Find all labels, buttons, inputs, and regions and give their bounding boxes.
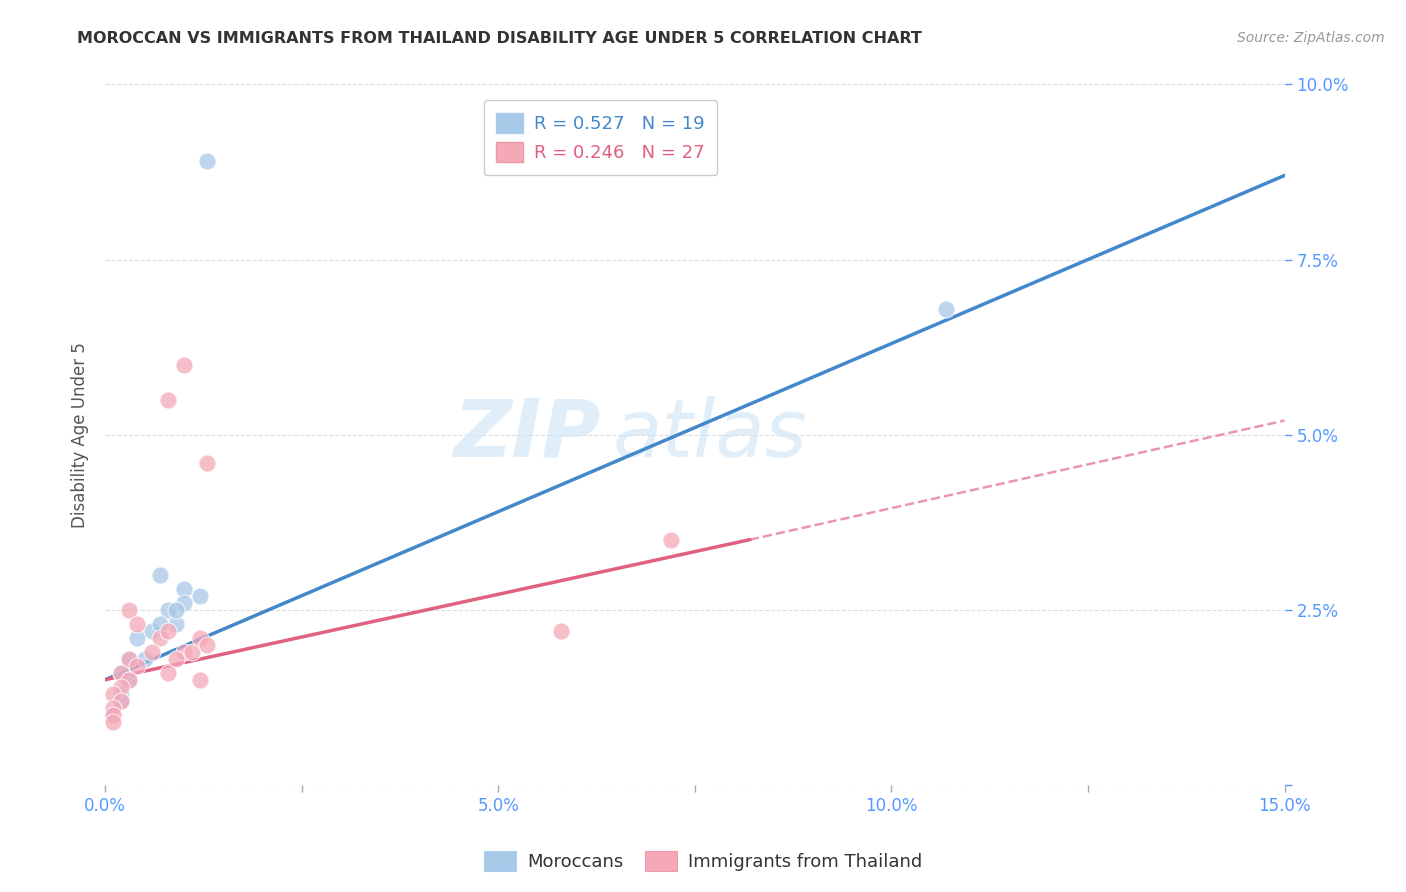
Point — [188, 673, 211, 687]
Text: Source: ZipAtlas.com: Source: ZipAtlas.com — [1237, 31, 1385, 45]
Point — [165, 651, 187, 665]
Point — [149, 631, 172, 645]
Point — [173, 645, 195, 659]
Text: MOROCCAN VS IMMIGRANTS FROM THAILAND DISABILITY AGE UNDER 5 CORRELATION CHART: MOROCCAN VS IMMIGRANTS FROM THAILAND DIS… — [77, 31, 922, 46]
Point — [134, 651, 156, 665]
Point — [188, 631, 211, 645]
Point — [110, 687, 132, 701]
Point — [550, 624, 572, 638]
Point — [118, 673, 141, 687]
Y-axis label: Disability Age Under 5: Disability Age Under 5 — [72, 342, 89, 527]
Point — [157, 602, 180, 616]
Point — [110, 694, 132, 708]
Point — [197, 456, 219, 470]
Point — [118, 673, 141, 687]
Point — [157, 624, 180, 638]
Point — [141, 624, 163, 638]
Point — [110, 665, 132, 680]
Point — [118, 651, 141, 665]
Text: atlas: atlas — [612, 395, 807, 474]
Point — [101, 714, 124, 729]
Point — [101, 687, 124, 701]
Point — [173, 358, 195, 372]
Legend: R = 0.527   N = 19, R = 0.246   N = 27: R = 0.527 N = 19, R = 0.246 N = 27 — [484, 101, 717, 175]
Point — [101, 707, 124, 722]
Point — [110, 665, 132, 680]
Point — [110, 680, 132, 694]
Point — [101, 700, 124, 714]
Legend: Moroccans, Immigrants from Thailand: Moroccans, Immigrants from Thailand — [477, 844, 929, 879]
Point — [125, 658, 148, 673]
Point — [141, 645, 163, 659]
Point — [125, 616, 148, 631]
Point — [935, 301, 957, 316]
Text: ZIP: ZIP — [453, 395, 600, 474]
Point — [180, 645, 202, 659]
Point — [125, 631, 148, 645]
Point — [157, 392, 180, 407]
Point — [149, 616, 172, 631]
Point — [101, 707, 124, 722]
Point — [659, 533, 682, 547]
Point — [149, 567, 172, 582]
Point — [165, 602, 187, 616]
Point — [197, 154, 219, 169]
Point — [118, 651, 141, 665]
Point — [157, 665, 180, 680]
Point — [173, 596, 195, 610]
Point — [173, 582, 195, 596]
Point — [165, 616, 187, 631]
Point — [118, 602, 141, 616]
Point — [188, 589, 211, 603]
Point — [110, 694, 132, 708]
Point — [197, 638, 219, 652]
